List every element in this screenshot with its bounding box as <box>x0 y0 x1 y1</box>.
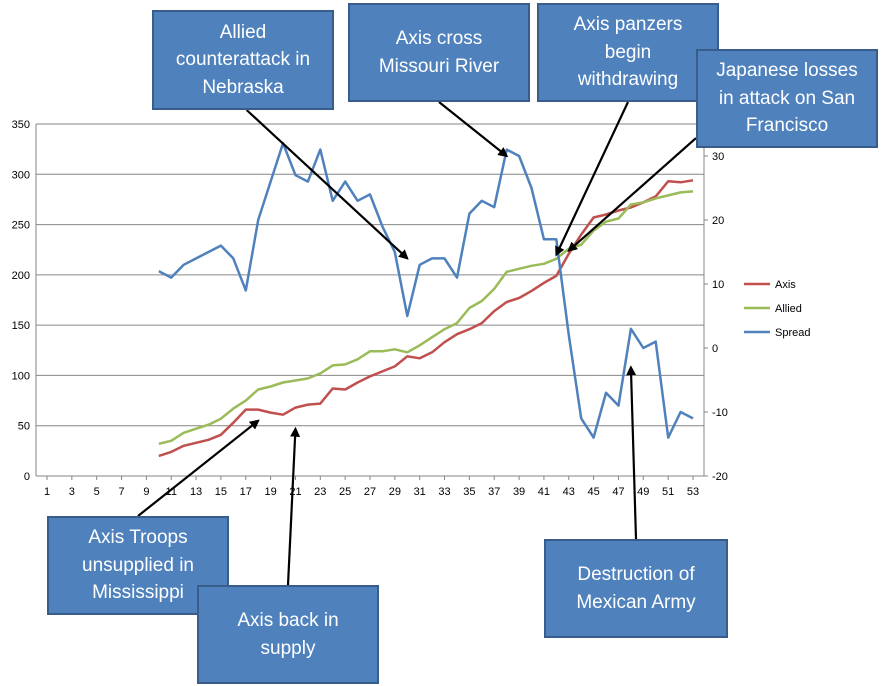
annotation-arrow <box>567 137 697 253</box>
x-tick-label: 35 <box>463 486 475 498</box>
y2-tick-label: 0 <box>712 343 718 355</box>
series-line-spread <box>158 141 694 439</box>
series-lines <box>158 141 694 458</box>
gridlines <box>36 123 704 477</box>
y2-tick-label: -20 <box>712 471 728 483</box>
y-tick-label: 250 <box>12 220 30 232</box>
legend-label-axis: Axis <box>775 279 796 291</box>
x-tick-label: 53 <box>687 486 699 498</box>
x-tick-label: 1 <box>44 486 50 498</box>
y-tick-label: 50 <box>18 421 30 433</box>
x-tick-label: 13 <box>190 486 202 498</box>
callout-mexican-army: Destruction of Mexican Army <box>544 539 728 638</box>
x-tick-label: 47 <box>612 486 624 498</box>
x-tick-label: 19 <box>264 486 276 498</box>
y-tick-label: 150 <box>12 320 30 332</box>
annotation-arrow <box>555 101 629 257</box>
series-line-axis <box>158 179 694 458</box>
annotation-arrow <box>438 101 509 158</box>
x-tick-label: 9 <box>143 486 149 498</box>
y2-tick-label: -10 <box>712 407 728 419</box>
legend-label-spread: Spread <box>775 327 810 339</box>
x-tick-label: 3 <box>69 486 75 498</box>
x-tick-label: 51 <box>662 486 674 498</box>
x-tick-label: 37 <box>488 486 500 498</box>
x-tick-label: 33 <box>438 486 450 498</box>
x-tick-label: 7 <box>118 486 124 498</box>
x-tick-label: 25 <box>339 486 351 498</box>
x-tick-label: 45 <box>587 486 599 498</box>
annotation-arrow <box>245 109 409 260</box>
annotation-arrow <box>626 365 638 540</box>
callout-axis-back-in-supply: Axis back in supply <box>197 585 379 684</box>
y2-tick-label: 20 <box>712 215 724 227</box>
y-tick-label: 100 <box>12 370 30 382</box>
x-tick-label: 43 <box>563 486 575 498</box>
y2-tick-label: 10 <box>712 279 724 291</box>
callout-allied-counterattack: Allied counterattack in Nebraska <box>152 10 334 110</box>
x-tick-label: 49 <box>637 486 649 498</box>
annotation-arrow <box>286 426 301 586</box>
x-tick-label: 17 <box>240 486 252 498</box>
y-tick-label: 300 <box>12 169 30 181</box>
x-tick-label: 41 <box>538 486 550 498</box>
x-tick-label: 29 <box>389 486 401 498</box>
annotation-arrows <box>137 101 697 586</box>
series-line-allied <box>158 190 694 446</box>
x-tick-label: 27 <box>364 486 376 498</box>
y-tick-label: 200 <box>12 270 30 282</box>
legend: Axis Allied Spread <box>744 279 810 339</box>
x-tick-label: 5 <box>94 486 100 498</box>
y2-tick-label: 30 <box>712 151 724 163</box>
y-tick-label: 350 <box>12 119 30 131</box>
callout-axis-cross-river: Axis cross Missouri River <box>348 3 530 102</box>
legend-label-allied: Allied <box>775 303 802 315</box>
annotation-arrow <box>137 419 260 517</box>
x-tick-label: 23 <box>314 486 326 498</box>
x-tick-label: 39 <box>513 486 525 498</box>
x-tick-label: 11 <box>166 486 177 498</box>
callout-panzers-withdrawing: Axis panzers begin withdrawing <box>537 3 719 102</box>
callout-japanese-losses: Japanese losses in attack on San Francis… <box>696 49 878 148</box>
x-tick-label: 31 <box>414 486 426 498</box>
x-tick-label: 15 <box>215 486 227 498</box>
y-tick-label: 0 <box>24 471 30 483</box>
